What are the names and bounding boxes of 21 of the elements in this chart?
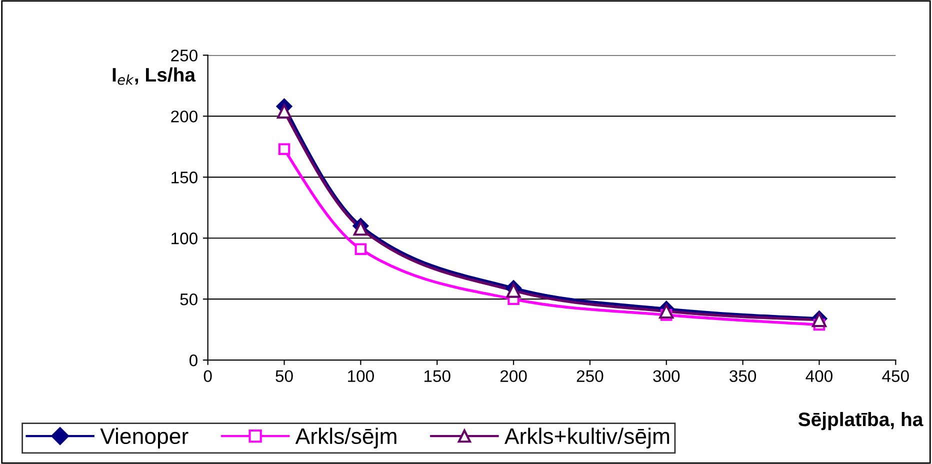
x-tick-label: 300 <box>653 370 680 382</box>
x-axis-title: Sējplatība, ha <box>798 412 924 430</box>
y-tick-label: 150 <box>172 172 198 184</box>
y-tick-label: 200 <box>171 110 198 122</box>
x-tick-label: 450 <box>882 370 909 382</box>
y-tick-label: 100 <box>172 232 198 244</box>
x-tick-label: 350 <box>730 370 756 382</box>
x-tick-label: 400 <box>806 370 832 382</box>
y-tick-label: 50 <box>180 293 198 306</box>
x-tick-label: 50 <box>276 370 293 382</box>
x-tick-label: 250 <box>576 370 604 382</box>
legend-label: Vienoper <box>100 428 188 448</box>
x-tick-label: 100 <box>348 370 374 382</box>
x-tick-label: 0 <box>204 370 212 382</box>
legend-label: Arkls/sējm <box>295 428 396 448</box>
y-tick-label: 250 <box>171 50 198 62</box>
x-tick-label: 200 <box>500 370 527 382</box>
y-axis-title: I$_{ek}$, Ls/ha <box>112 67 196 85</box>
x-tick-label: 150 <box>424 370 450 382</box>
y-tick-label: 0 <box>189 354 198 366</box>
legend-label: Arkls+kultiv/sējm <box>504 428 670 448</box>
